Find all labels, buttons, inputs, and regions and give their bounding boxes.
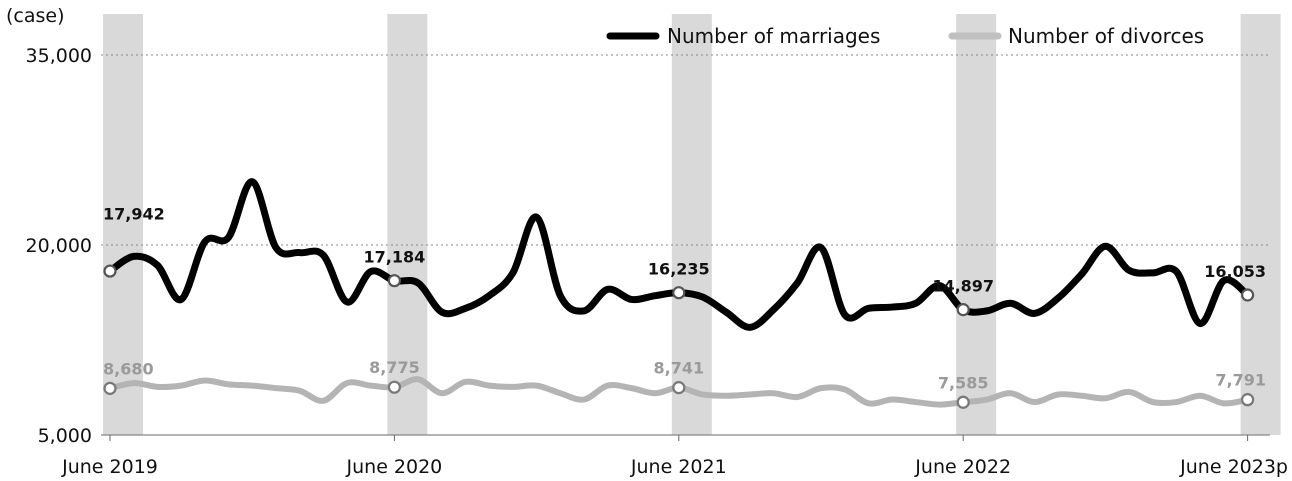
data-label-marriages-4: 16,053 [1204,262,1266,281]
point-marriages-4 [1240,288,1255,302]
x-tick-label: June 2022 [914,456,1011,478]
legend: Number of marriages Number of divorces [606,24,1204,48]
y-axis-unit-label: (case) [6,5,65,27]
x-axis-ticks: June 2019 June 2020 June 2021 June 2022 June… [61,435,1288,478]
point-marriages-0 [103,264,117,278]
legend-label-marriages: Number of marriages [667,24,880,48]
legend-label-divorces: Number of divorces [1008,24,1204,48]
x-tick-label: June 2019 [61,456,158,478]
data-label-marriages-3: 14,897 [932,277,994,296]
highlight-band-2 [671,14,712,435]
highlight-band-1 [387,14,428,435]
point-divorces-2 [672,381,686,395]
highlight-band-0 [103,14,143,435]
data-label-marriages-0: 17,942 [103,205,165,224]
y-tick-label: 5,000 [38,425,92,447]
point-marriages-1 [387,274,401,288]
highlight-bands [103,14,1281,435]
series-points [103,264,1255,409]
y-tick-label: 20,000 [26,235,92,257]
point-marriages-2 [672,286,686,300]
data-label-divorces-3: 7,585 [938,373,989,392]
point-divorces-1 [387,380,401,394]
point-divorces-4 [1240,393,1255,407]
y-axis-ticks: 35,000 20,000 5,000 [26,45,92,447]
data-label-marriages-1: 17,184 [364,248,426,267]
x-tick-label: June 2023p [1179,456,1288,478]
data-label-divorces-1: 8,775 [369,358,420,377]
x-tick-label: June 2021 [630,456,727,478]
data-label-marriages-2: 16,235 [648,260,710,279]
data-label-divorces-0: 8,680 [103,359,154,378]
highlight-band-3 [956,14,997,435]
point-divorces-0 [103,381,117,395]
data-labels: 17,942 17,184 16,235 14,897 16,053 8,680 8,775… [103,205,1266,393]
data-label-divorces-4: 7,791 [1215,371,1266,390]
data-label-divorces-2: 8,741 [653,359,704,378]
point-divorces-3 [956,395,970,409]
highlight-band-4 [1240,14,1281,435]
point-marriages-3 [956,303,970,317]
y-tick-label: 35,000 [26,45,92,67]
x-tick-label: June 2020 [346,456,443,478]
